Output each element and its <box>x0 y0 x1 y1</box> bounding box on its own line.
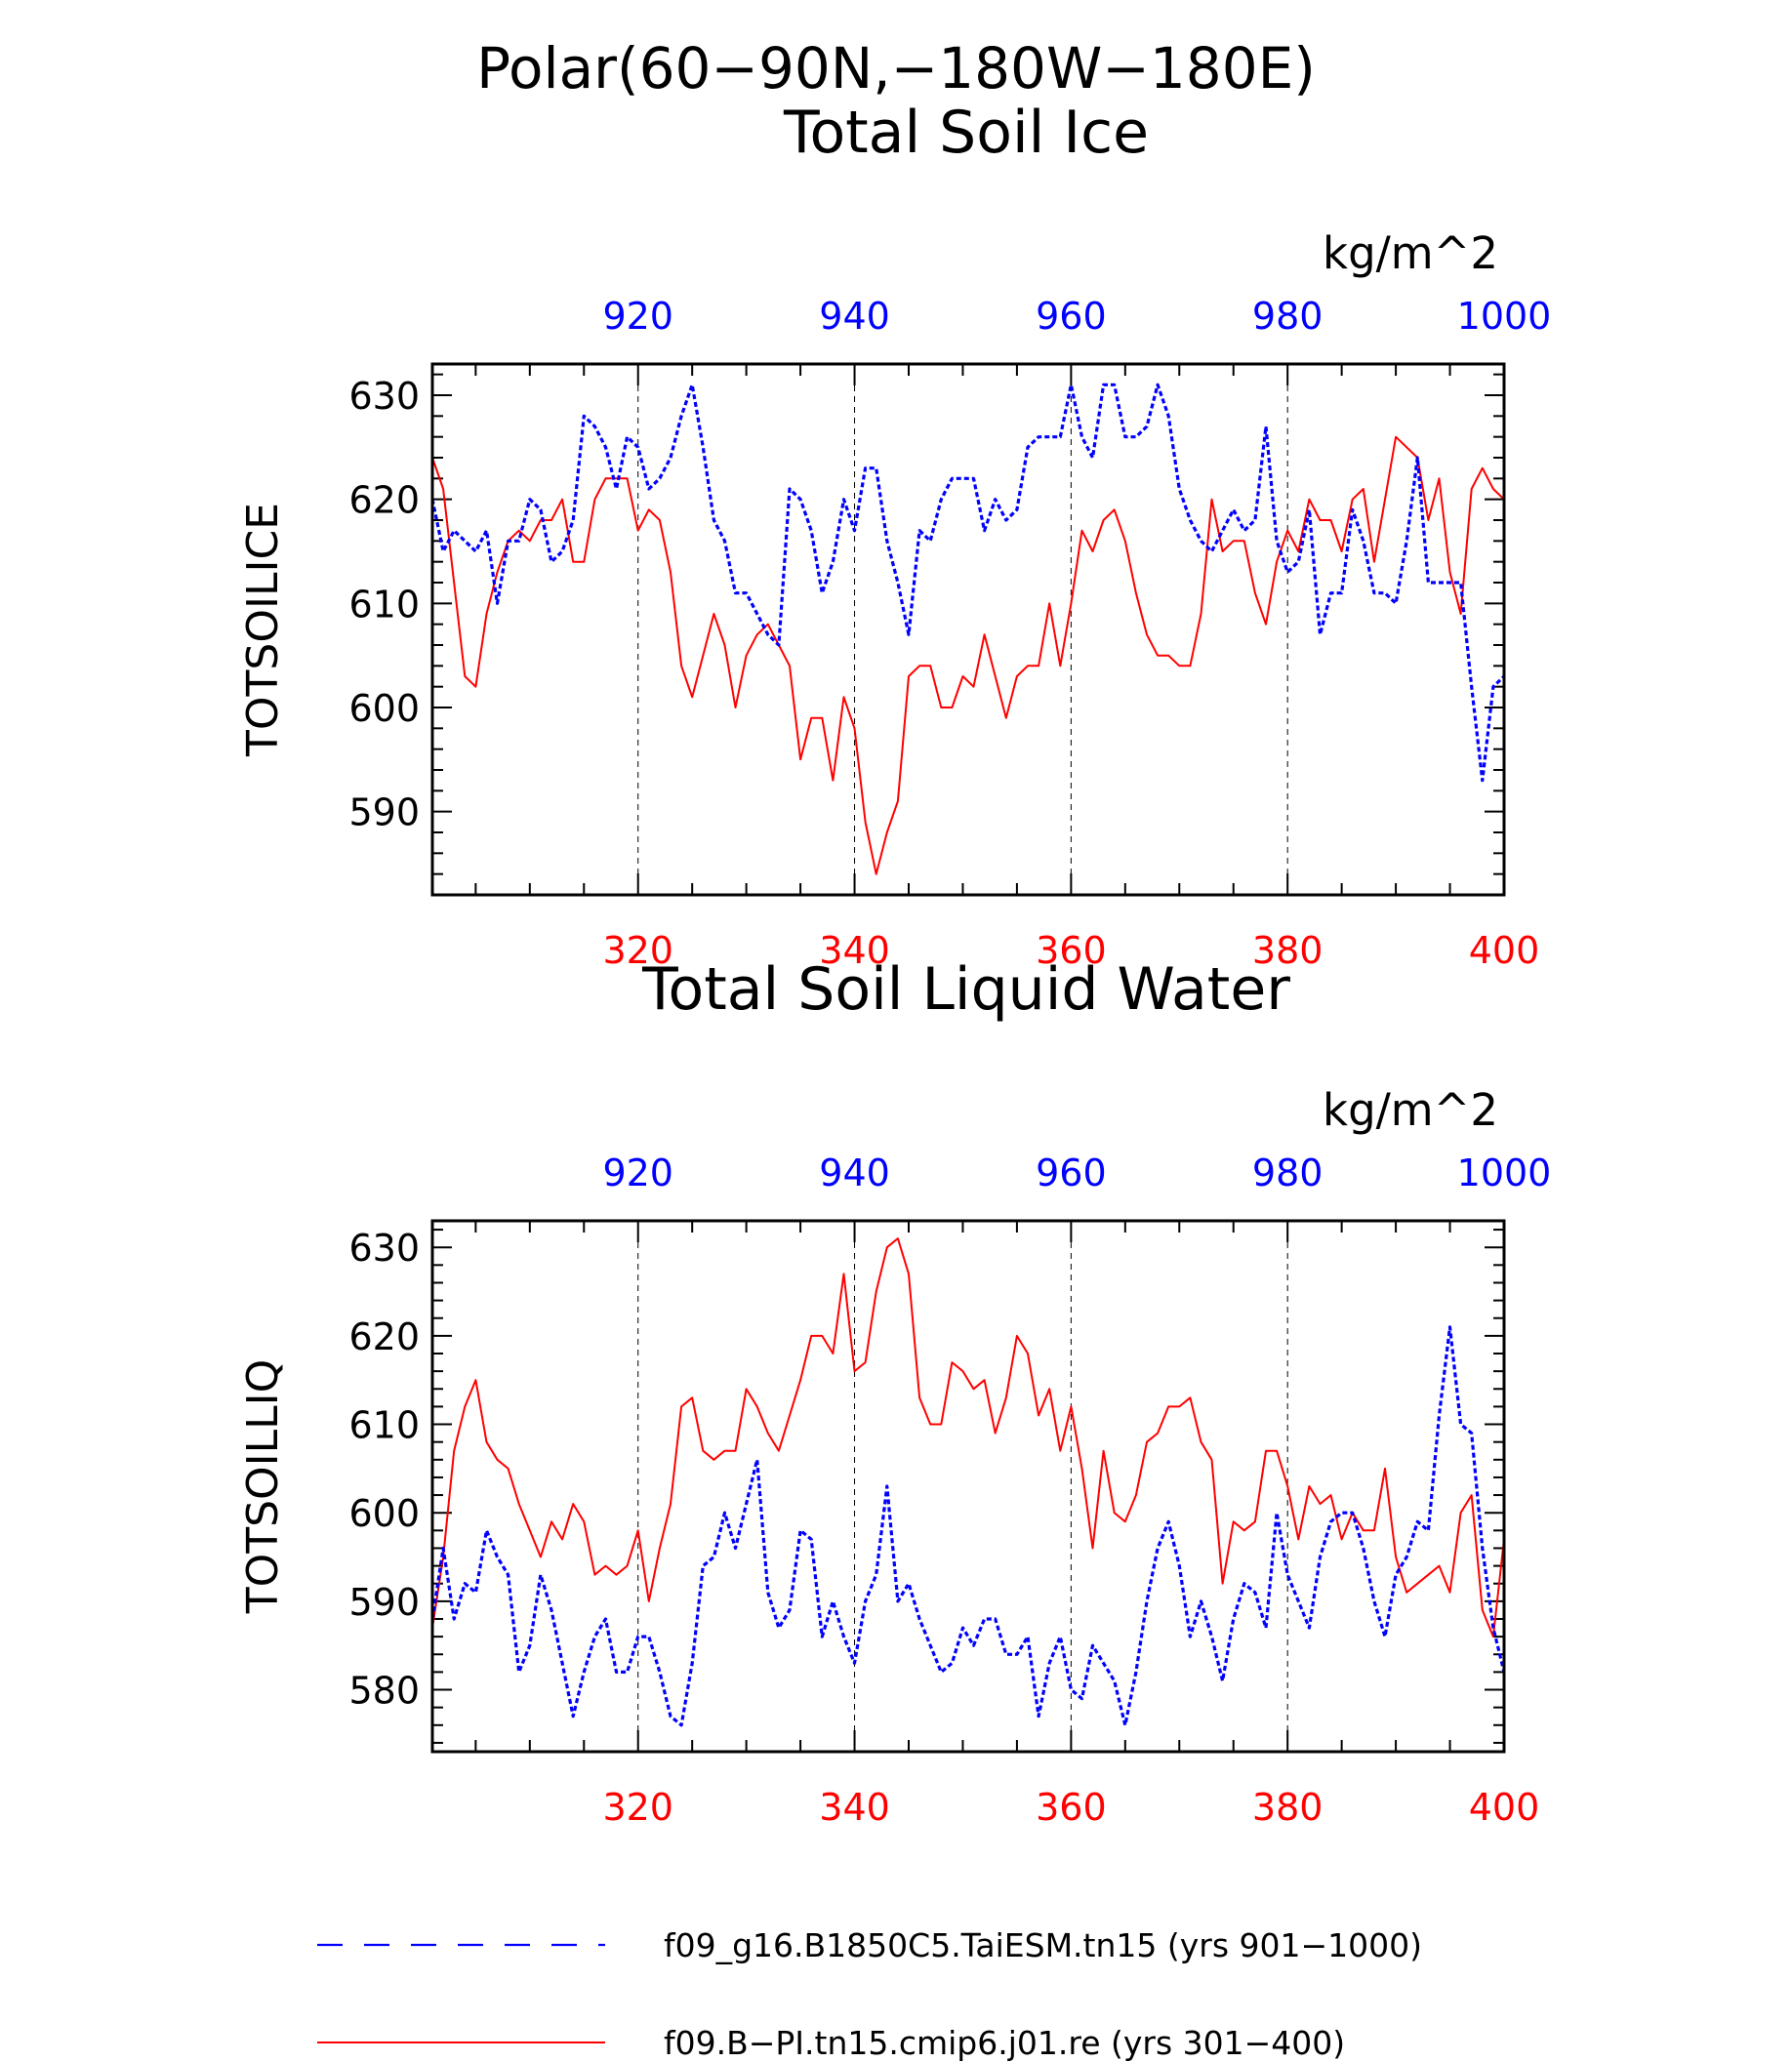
x-top-tick-label: 960 <box>1036 295 1107 338</box>
figure-title: Polar(60−90N,−180W−180E) <box>476 35 1316 101</box>
y-tick-label: 620 <box>348 1315 420 1358</box>
legend-label-blue: f09_g16.B1850C5.TaiESM.tn15 (yrs 901−100… <box>664 1926 1422 1964</box>
x-top-tick-label: 1000 <box>1457 1152 1552 1194</box>
y-tick-label: 580 <box>348 1670 420 1713</box>
x-top-tick-label: 980 <box>1252 1152 1324 1194</box>
y-tick-label: 600 <box>348 687 420 730</box>
y-tick-label: 590 <box>348 791 420 834</box>
y-tick-label: 630 <box>348 375 420 418</box>
panel-total-soil-liquid-water: Total Soil Liquid Water kg/m^2 TOTSOILLIQ 5… <box>238 955 1551 1829</box>
legend: f09_g16.B1850C5.TaiESM.tn15 (yrs 901−100… <box>317 1926 1422 2062</box>
series-line-red <box>432 1237 1504 1638</box>
x-bottom-tick-label: 360 <box>1036 929 1107 972</box>
series-line-red <box>432 435 1504 875</box>
x-top-tick-label: 920 <box>602 295 673 338</box>
x-top-tick-label: 940 <box>819 1152 890 1194</box>
series-line-blue <box>432 383 1504 783</box>
x-top-tick-label: 940 <box>819 295 890 338</box>
y-tick-label: 610 <box>348 1404 420 1447</box>
x-bottom-tick-label: 380 <box>1252 929 1324 972</box>
y-tick-label: 600 <box>348 1492 420 1535</box>
y-tick-label: 610 <box>348 583 420 626</box>
y-tick-label: 630 <box>348 1227 420 1270</box>
x-top-tick-label: 960 <box>1036 1152 1107 1194</box>
plot-frame <box>430 1219 1506 1754</box>
y-tick-label: 620 <box>348 479 420 522</box>
x-bottom-tick-label: 320 <box>602 1786 673 1829</box>
x-top-tick-label: 980 <box>1252 295 1324 338</box>
panel-title: Total Soil Liquid Water <box>641 955 1290 1024</box>
plot-frame <box>430 362 1506 897</box>
x-top-tick-label: 1000 <box>1457 295 1552 338</box>
x-bottom-tick-label: 320 <box>602 929 673 972</box>
y-tick-label: 590 <box>348 1581 420 1624</box>
legend-label-red: f09.B−PI.tn15.cmip6.j01.re (yrs 301−400) <box>664 2024 1345 2062</box>
y-axis-label: TOTSOILLIQ <box>238 1359 288 1615</box>
series-line-blue <box>432 1325 1504 1727</box>
units-label: kg/m^2 <box>1323 227 1498 279</box>
x-bottom-tick-label: 400 <box>1469 929 1540 972</box>
x-bottom-tick-label: 380 <box>1252 1786 1324 1829</box>
panel-total-soil-ice: Total Soil Ice kg/m^2 TOTSOILICE 590 600 610 6… <box>238 99 1551 972</box>
units-label: kg/m^2 <box>1323 1084 1498 1136</box>
x-top-tick-label: 920 <box>602 1152 673 1194</box>
y-axis-label: TOTSOILICE <box>238 503 288 757</box>
x-bottom-tick-label: 340 <box>819 929 890 972</box>
x-bottom-tick-label: 360 <box>1036 1786 1107 1829</box>
x-bottom-tick-label: 340 <box>819 1786 890 1829</box>
x-bottom-tick-label: 400 <box>1469 1786 1540 1829</box>
panel-title: Total Soil Ice <box>783 99 1149 167</box>
